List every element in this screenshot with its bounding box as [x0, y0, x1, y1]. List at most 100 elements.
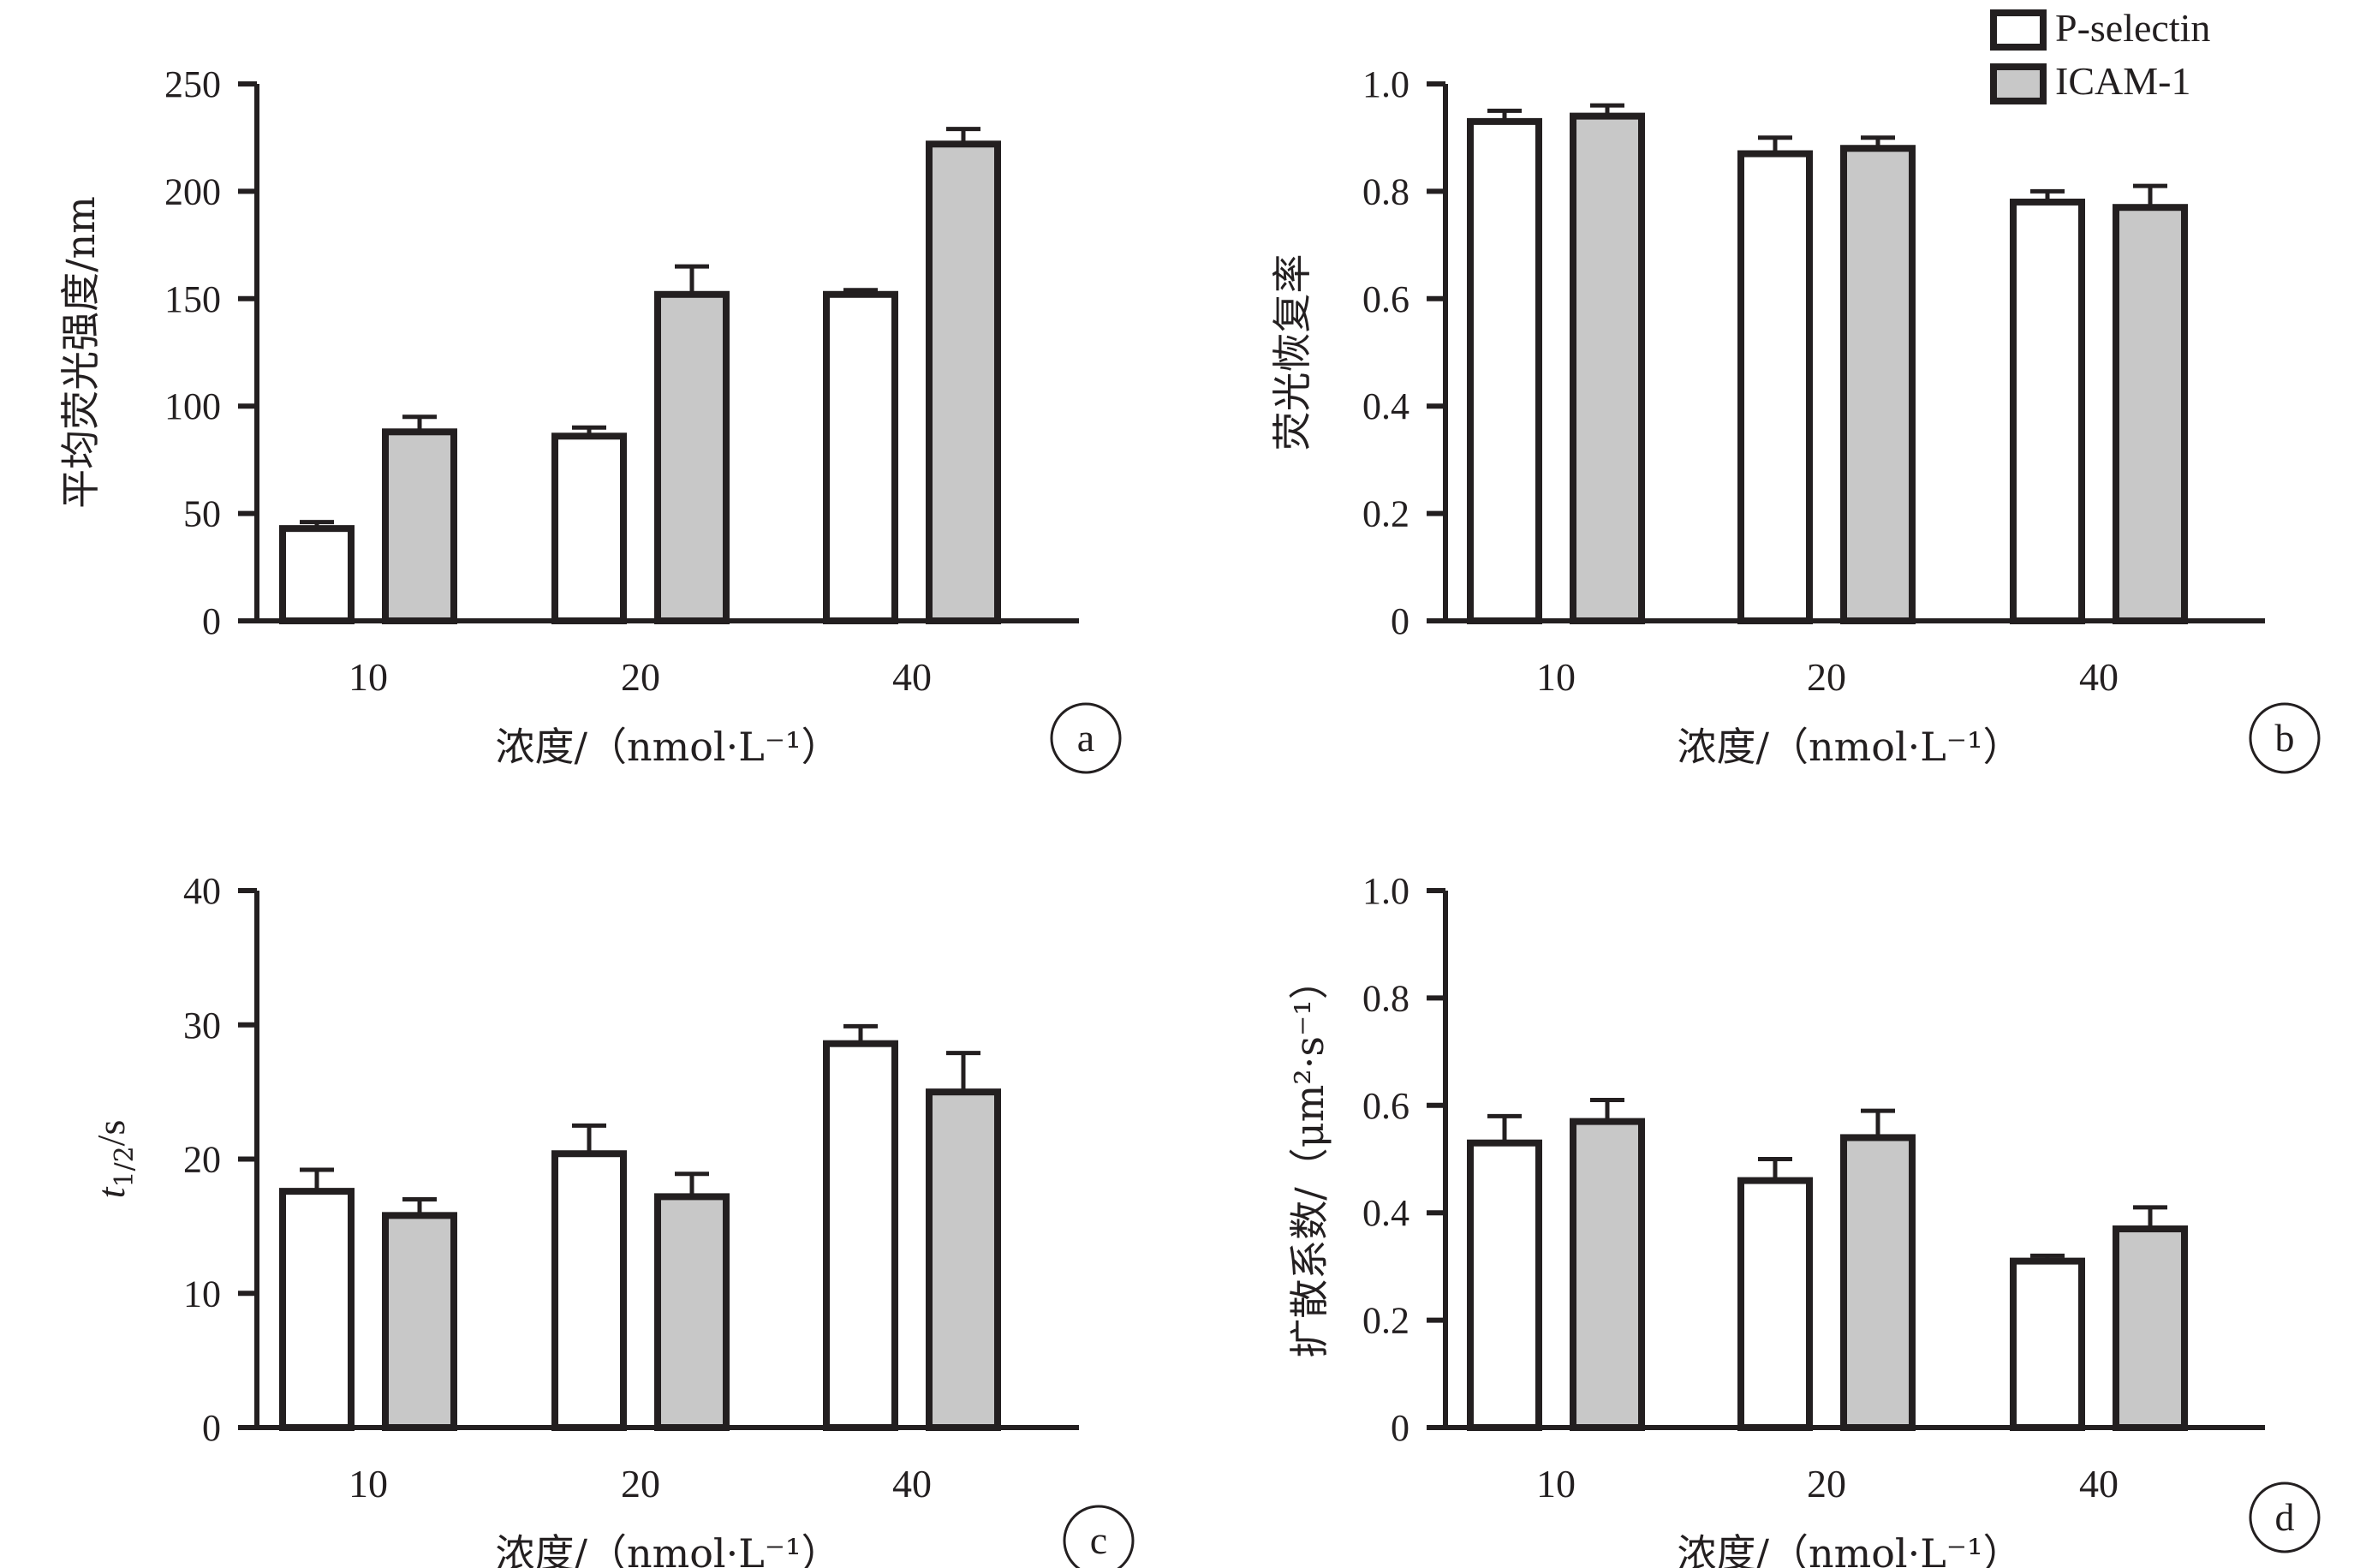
- legend: P-selectin ICAM-1: [1990, 6, 2210, 104]
- y-tick-label: 0.6: [1362, 278, 1409, 320]
- y-tick-label: 250: [164, 63, 221, 105]
- error-bar: [572, 1123, 606, 1154]
- bar-icam1-20: [654, 290, 730, 624]
- bar-icam1-10: [382, 1212, 457, 1431]
- x-tick-label: 40: [2079, 655, 2119, 699]
- y-tick-label: 0.4: [1362, 385, 1409, 427]
- x-axis-title: 浓度/（nmol·L⁻¹）: [495, 724, 840, 770]
- legend-label-icam1: ICAM-1: [2055, 59, 2190, 103]
- error-bar: [1861, 135, 1895, 149]
- error-bar: [1487, 108, 1522, 122]
- chart-panel-b: 0 0.2 0.4 0.6 0.8 1.0 10 20 40 浓度/（nmol·L⁻¹） 荧光恢复率…: [1269, 63, 2321, 774]
- chart-panel-a: 0 50 100 150 200 250 10 20 40 浓度/（nmol·L⁻¹） 平均荧光强度…: [57, 63, 1122, 774]
- x-tick-label: 40: [892, 1462, 932, 1505]
- x-tick-label: 20: [621, 1462, 660, 1505]
- error-bar: [1758, 135, 1792, 154]
- error-bar: [1861, 1108, 1895, 1138]
- panel-label-circle: [2249, 1482, 2321, 1553]
- x-tick-label: 20: [1807, 1462, 1846, 1505]
- y-tick-label: 0.8: [1362, 977, 1409, 1019]
- error-bar: [675, 1172, 709, 1197]
- y-tick-label: 200: [164, 170, 221, 212]
- error-bar: [2133, 1205, 2167, 1230]
- legend-label-p-selectin: P-selectin: [2055, 6, 2210, 50]
- bar-icam1-40: [2113, 204, 2188, 625]
- panel-label: a: [1077, 716, 1094, 760]
- y-tick-label: 0.6: [1362, 1085, 1409, 1127]
- bar-p-selectin-10: [279, 1188, 355, 1431]
- y-tick-label: 0.4: [1362, 1192, 1409, 1234]
- y-axis-title: 扩散系数/（μm²·s⁻¹）: [1286, 960, 1332, 1357]
- x-tick-label: 20: [621, 655, 660, 699]
- error-bar: [300, 520, 334, 529]
- bar-icam1-10: [1570, 1118, 1645, 1431]
- y-tick-label: 150: [164, 278, 221, 320]
- y-axis-title: 荧光恢复率: [1269, 254, 1315, 451]
- bar-icam1-20: [1840, 145, 1916, 625]
- y-tick-label: 10: [183, 1273, 221, 1315]
- bar-p-selectin-10: [1467, 1139, 1542, 1431]
- chart-panel-c: 0 10 20 30 40 10 20 40 浓度/（nmol·L⁻¹） t1/2/s c: [89, 870, 1135, 1568]
- error-bar: [572, 425, 606, 437]
- y-tick-label: 1.0: [1362, 870, 1409, 912]
- y-tick-label: 0: [202, 1407, 221, 1449]
- y-tick-label: 50: [183, 493, 221, 535]
- bar-icam1-20: [654, 1193, 730, 1431]
- error-bar: [402, 414, 437, 432]
- panel-label-circle: [1063, 1505, 1135, 1568]
- bar-icam1-10: [382, 428, 457, 624]
- panel-label: b: [2275, 716, 2295, 760]
- y-axis-title: 平均荧光强度/nm: [57, 196, 104, 509]
- x-axis-title: 浓度/（nmol·L⁻¹）: [495, 1530, 840, 1568]
- y-tick-label: 0.8: [1362, 170, 1409, 212]
- bar-p-selectin-40: [823, 1040, 898, 1431]
- panel-label-circle: [2249, 702, 2321, 774]
- y-tick-label: 1.0: [1362, 63, 1409, 105]
- x-tick-label: 40: [2079, 1462, 2119, 1505]
- bar-p-selectin-40: [823, 290, 898, 624]
- error-bar: [946, 127, 980, 145]
- error-bar: [300, 1167, 334, 1192]
- error-bar: [1758, 1157, 1792, 1181]
- error-bar: [2030, 1253, 2065, 1261]
- x-tick-label: 10: [1536, 1462, 1576, 1505]
- bar-p-selectin-20: [551, 432, 627, 625]
- x-axis-title: 浓度/（nmol·L⁻¹）: [1677, 724, 2022, 770]
- error-bar: [2030, 188, 2065, 202]
- bar-icam1-40: [2113, 1225, 2188, 1432]
- y-tick-label: 0.2: [1362, 493, 1409, 535]
- legend-swatch-p-selectin: [1990, 9, 2047, 51]
- y-tick-label: 30: [183, 1005, 221, 1046]
- x-tick-label: 10: [349, 1462, 388, 1505]
- error-bar: [1590, 1098, 1624, 1122]
- bar-icam1-20: [1840, 1134, 1916, 1432]
- y-tick-label: 0.2: [1362, 1300, 1409, 1342]
- chart-panel-d: 0 0.2 0.4 0.6 0.8 1.0 10 20 40 浓度/（nmol·L⁻¹） 扩散系数/…: [1286, 870, 2321, 1568]
- panel-label: c: [1090, 1518, 1107, 1562]
- y-tick-label: 20: [183, 1139, 221, 1181]
- bar-p-selectin-20: [551, 1150, 627, 1431]
- y-tick-label: 100: [164, 385, 221, 427]
- error-bar: [402, 1197, 437, 1216]
- error-bar: [675, 264, 709, 295]
- y-tick-label: 0: [1391, 1407, 1409, 1449]
- error-bar: [1590, 103, 1624, 116]
- error-bar: [946, 1051, 980, 1093]
- bar-p-selectin-20: [1737, 150, 1813, 624]
- bar-p-selectin-10: [279, 525, 355, 625]
- bar-icam1-40: [926, 1088, 1001, 1431]
- x-tick-label: 10: [349, 655, 388, 699]
- x-tick-label: 10: [1536, 655, 1576, 699]
- error-bar: [1487, 1113, 1522, 1143]
- error-bar: [2133, 183, 2167, 208]
- bar-icam1-10: [1570, 112, 1645, 624]
- bar-p-selectin-40: [2010, 1257, 2085, 1431]
- y-tick-label: 0: [1391, 600, 1409, 642]
- panel-label: d: [2275, 1495, 2295, 1539]
- y-tick-label: 40: [183, 870, 221, 912]
- x-tick-label: 20: [1807, 655, 1846, 699]
- bar-p-selectin-20: [1737, 1177, 1813, 1431]
- bar-icam1-40: [926, 140, 1001, 624]
- bar-p-selectin-40: [2010, 198, 2085, 624]
